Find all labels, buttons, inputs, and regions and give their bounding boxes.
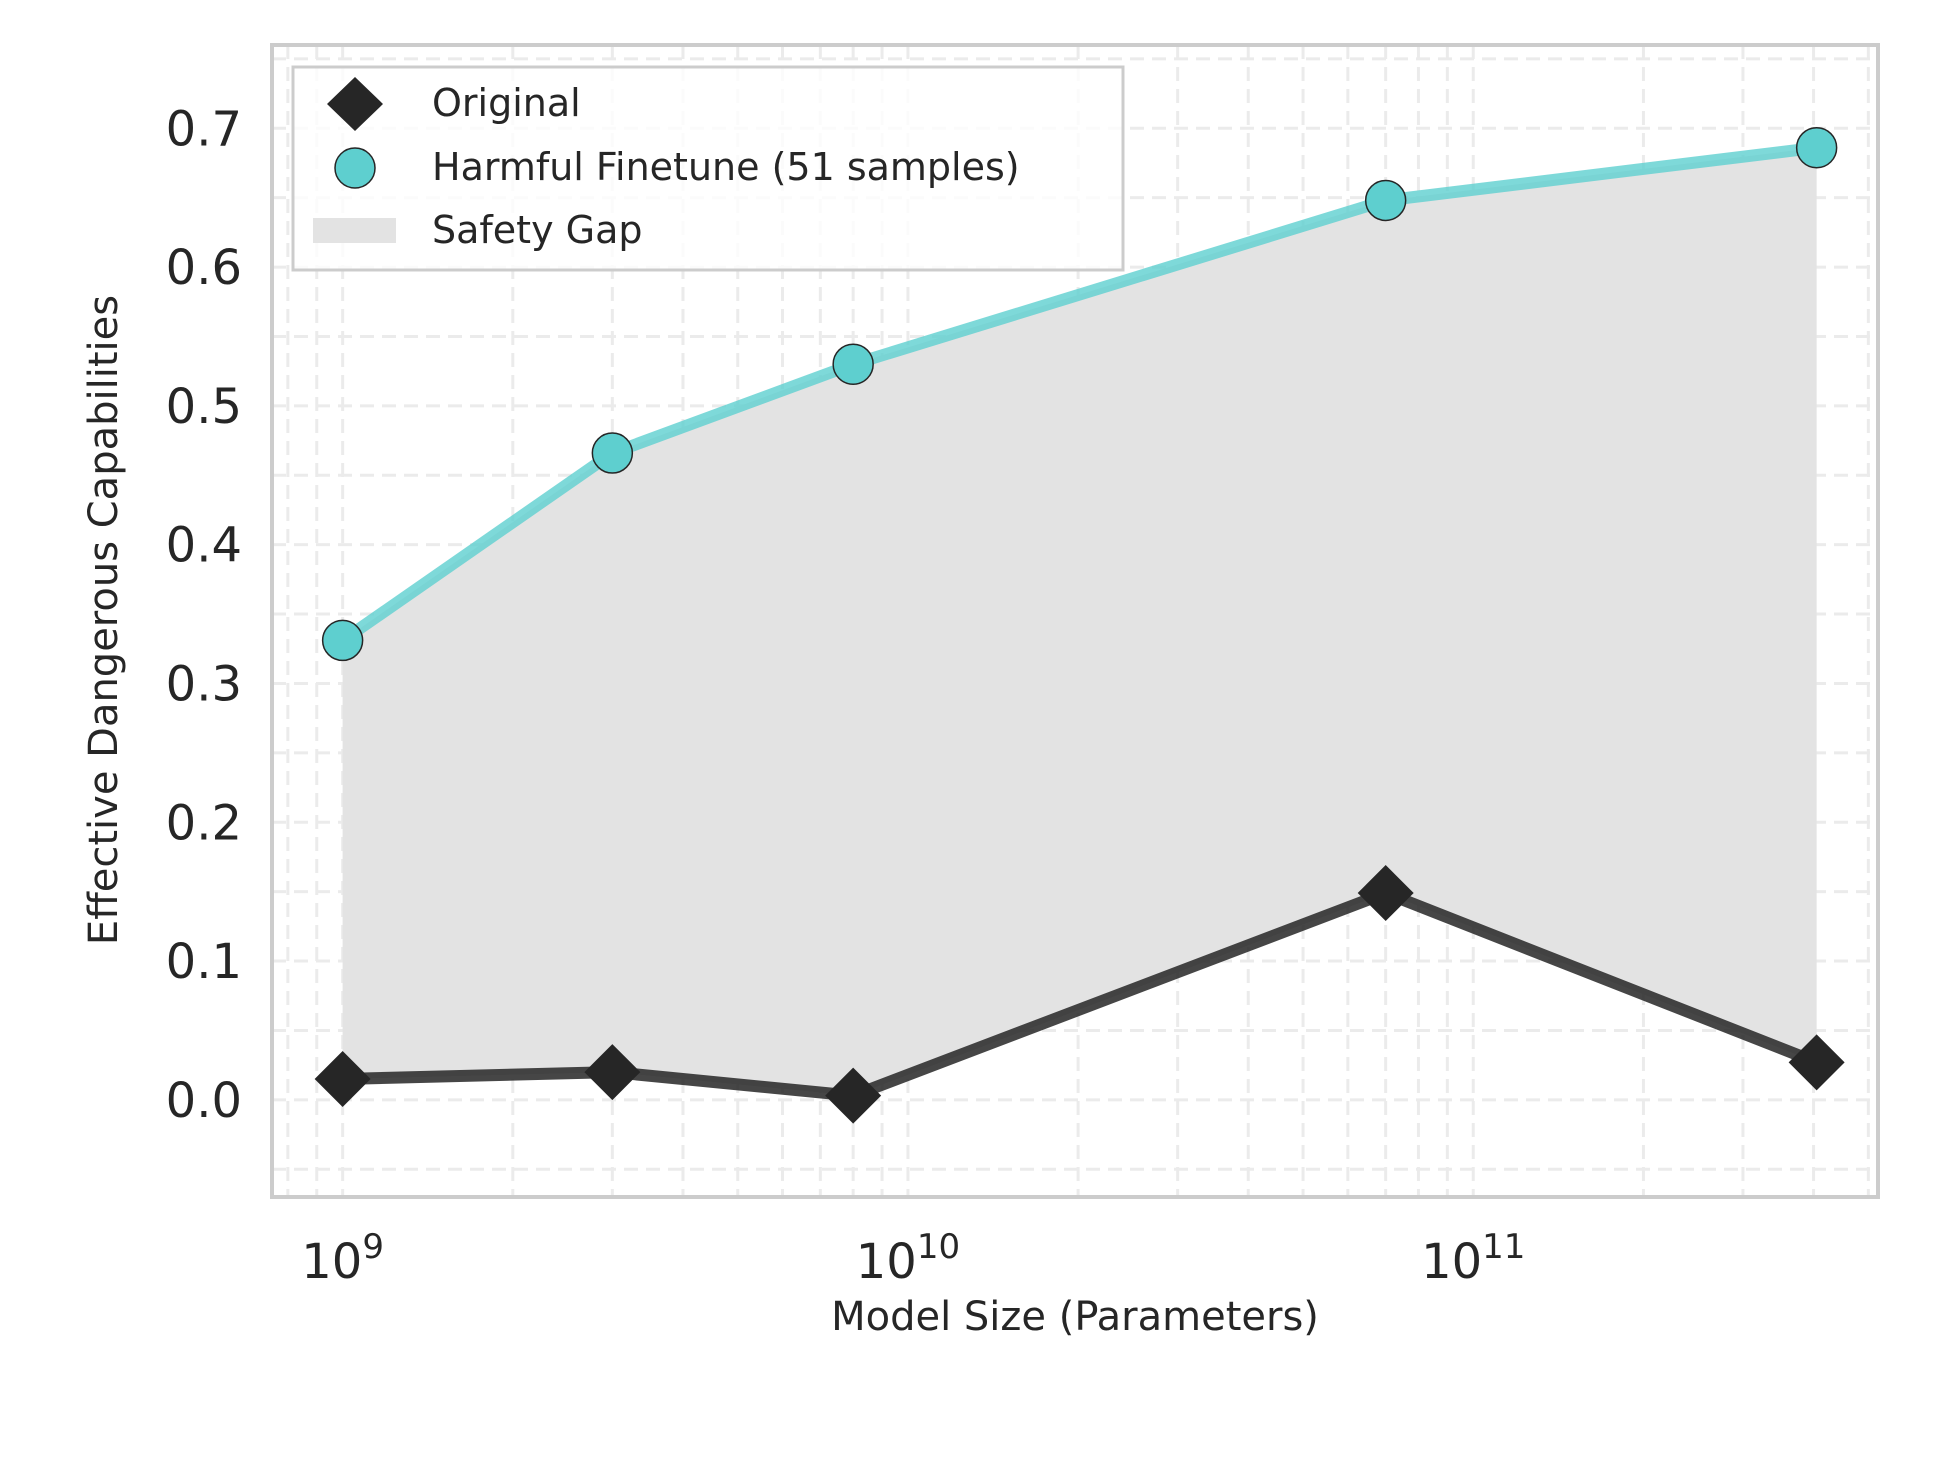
y-tick-label: 0.7 xyxy=(166,101,242,157)
y-tick-label: 0.5 xyxy=(166,379,242,435)
original-point xyxy=(1788,1034,1845,1091)
safety-gap-area xyxy=(342,147,1817,1096)
harmful-finetune-point xyxy=(591,432,634,474)
y-tick-label: 0.2 xyxy=(166,795,242,851)
safety-gap-layer xyxy=(342,147,1817,1096)
harmful-finetune-point xyxy=(832,343,874,385)
harmful-finetune-point xyxy=(321,619,364,662)
y-tick-label: 0.3 xyxy=(166,656,242,712)
legend-safety-gap-label: Safety Gap xyxy=(432,208,642,252)
legend-safety-gap-swatch xyxy=(313,218,396,243)
legend-box xyxy=(291,65,1125,272)
harmful-finetune-point xyxy=(1795,126,1838,169)
original-point xyxy=(1357,865,1414,922)
x-tick-label: 109 xyxy=(301,1227,384,1290)
y-axis-label: Effective Dangerous Capabilities xyxy=(81,295,127,945)
y-tick-label: 0.6 xyxy=(166,240,242,296)
x-tick-labels: 109 1010 1011 xyxy=(301,1227,1525,1290)
plot-frame xyxy=(270,43,1880,1199)
y-tick-labels: 0.0 0.1 0.2 0.3 0.4 0.5 0.6 0.7 xyxy=(166,101,242,1129)
original-point xyxy=(584,1044,641,1101)
legend-original-label: Original xyxy=(432,81,581,125)
original-point xyxy=(314,1051,371,1108)
original-point xyxy=(825,1067,882,1124)
legend-original-diamond-icon xyxy=(327,77,383,131)
legend: Original Harmful Finetune (51 samples) S… xyxy=(291,65,1125,272)
legend-harmful-label: Harmful Finetune (51 samples) xyxy=(432,145,1020,189)
x-tick-label: 1010 xyxy=(856,1227,960,1290)
x-axis-label: Model Size (Parameters) xyxy=(831,1294,1319,1340)
harmful-finetune-point xyxy=(1364,179,1407,222)
y-tick-label: 0.1 xyxy=(166,934,242,990)
legend-harmful-circle-icon xyxy=(334,147,376,189)
series-markers-layer xyxy=(314,126,1845,1124)
x-tick-label: 1011 xyxy=(1421,1227,1525,1290)
y-tick-label: 0.4 xyxy=(166,518,242,574)
y-tick-label: 0.0 xyxy=(166,1073,242,1129)
